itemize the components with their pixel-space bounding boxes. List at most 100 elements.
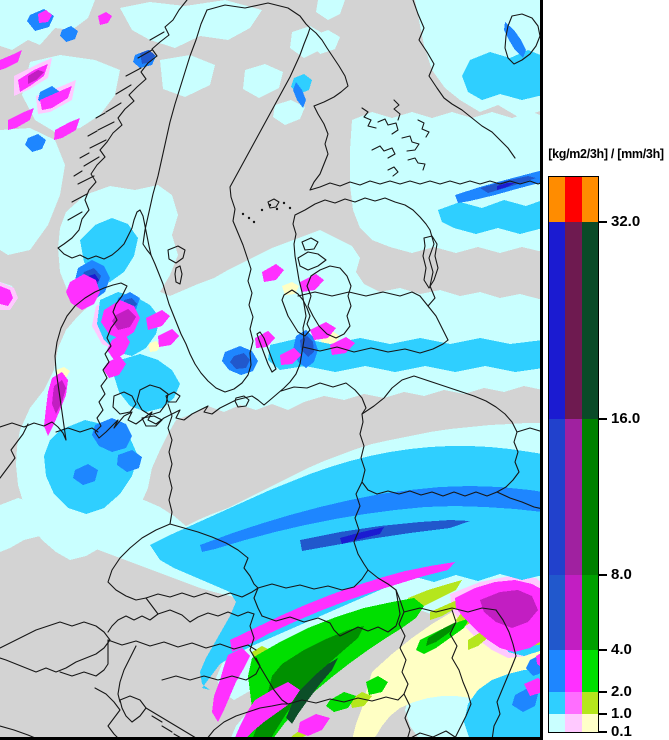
border-dniester (495, 609, 517, 667)
colorbar-cell (581, 575, 598, 650)
colorbar-cell (565, 692, 582, 714)
colorbar-band (549, 177, 598, 222)
border-italy-slovenia (117, 645, 137, 703)
coast-italy-adriatic (94, 687, 121, 740)
border-switzerland-italy (59, 639, 109, 677)
colorbar-band (549, 419, 598, 575)
colorbar-cell (549, 177, 566, 222)
border-latvia-russia (419, 295, 449, 341)
island-oland (256, 331, 277, 373)
peninsula-istria (119, 695, 147, 723)
colorbar-cell (581, 177, 598, 222)
colorbar: 32.0 16.0 8.0 4.0 2.0 1.0 0.1 (548, 176, 640, 740)
weather-map (0, 0, 543, 740)
colorbar-tick (599, 574, 607, 576)
colorbar-band (549, 650, 598, 692)
colorbar-cell (565, 575, 582, 650)
border-austria-south (107, 639, 257, 651)
border-slovakia-hungary (261, 589, 401, 637)
colorbar-tick (599, 221, 607, 223)
precip-layer-green-dark (286, 658, 338, 724)
island-hiiumaa (301, 237, 319, 251)
border-romania-ukraine (403, 607, 497, 613)
gulf-of-riga (306, 265, 352, 339)
coast-scandinavia (57, 0, 543, 393)
colorbar-cell (549, 419, 566, 575)
border-belarus-russia (516, 427, 543, 433)
precip-layer-magenta-dark (28, 70, 538, 628)
colorbar-tick-label: 16.0 (611, 410, 641, 427)
border-austria-hungary (249, 613, 257, 661)
colorbar-cell (549, 692, 566, 714)
border-germany-poland (167, 403, 173, 525)
border-czech-slovakia (253, 587, 263, 617)
lake-vattern (174, 265, 183, 285)
colorbar-cell (581, 714, 598, 732)
colorbar-cell (581, 650, 598, 692)
colorbar-tick-label: 1.0 (611, 705, 632, 722)
colorbar-cell (565, 650, 582, 692)
border-switzerland (0, 621, 111, 673)
island-saaremaa (297, 251, 327, 271)
border-russia-ukraine (496, 491, 543, 510)
colorbar-band (549, 714, 598, 732)
border-north (206, 2, 311, 29)
border-poland-ukraine (353, 481, 369, 571)
colorbar-cell (581, 692, 598, 714)
border-prut (449, 609, 472, 739)
colorbar-cell (549, 575, 566, 650)
lake-peipus (422, 235, 439, 289)
colorbar-cell (565, 222, 582, 419)
legend-title: [kg/m2/3h] / [mm/3h] (548, 147, 664, 161)
border-denmark-germany (55, 427, 99, 433)
border-romania-west (398, 611, 411, 740)
colorbar-tick (599, 418, 607, 420)
colorbar-band (549, 575, 598, 650)
island-bornholm (234, 395, 250, 408)
colorbar-tick-label: 4.0 (611, 641, 632, 658)
lake-vanern (167, 245, 186, 264)
island-sjaelland (136, 384, 169, 416)
border-belarus (359, 375, 520, 497)
colorbar-band (549, 222, 598, 419)
border-slovakia-poland (257, 569, 369, 591)
colorbar-tick-label: 0.1 (611, 723, 632, 740)
border-estonia-latvia (297, 291, 421, 297)
border-slovenia-croatia (161, 657, 261, 681)
island-ruegen (165, 391, 181, 403)
island-fyn (112, 391, 137, 415)
island-lolland (141, 415, 163, 427)
map-frame-bottom (0, 737, 543, 740)
border-latvia-lithuania (302, 339, 449, 354)
colorbar-cell (581, 419, 598, 575)
colorbar-tick (599, 713, 607, 715)
colorbar-cell (549, 650, 566, 692)
precip-layer-light (44, 50, 543, 740)
colorbar-tick (599, 649, 607, 651)
colorbar-cell (581, 222, 598, 419)
map-frame-right (540, 0, 543, 740)
colorbar-tick-label: 8.0 (611, 566, 632, 583)
border-croatia-bosnia (205, 703, 289, 740)
colorbar-tick-label: 2.0 (611, 683, 632, 700)
colorbar-cell (549, 222, 566, 419)
border-lithuania-poland (280, 382, 367, 415)
legend-panel: [kg/m2/3h] / [mm/3h] 32.0 16.0 8.0 4.0 2.0 1.… (543, 0, 669, 740)
colorbar-cell (565, 419, 582, 575)
border-estonia-russia (427, 229, 436, 307)
colorbar-tick (599, 691, 607, 693)
border-ukraine-slovakia (367, 569, 397, 591)
colorbar-tick (599, 731, 607, 733)
colorbar-tick-label: 32.0 (611, 213, 641, 230)
colorbar-cell (565, 714, 582, 732)
border-hungary-croatia-west (255, 659, 289, 705)
border-netherlands-germany (0, 423, 29, 479)
colorbar-cell (549, 714, 566, 732)
border-austria-north (157, 609, 255, 623)
border-czech-north (169, 523, 259, 589)
coast-black-sea (491, 665, 513, 740)
border-germany-austria (107, 597, 159, 633)
border-hungary-south (287, 693, 405, 705)
colorbar-band (549, 692, 598, 714)
border-hungary-ukraine (395, 589, 405, 613)
